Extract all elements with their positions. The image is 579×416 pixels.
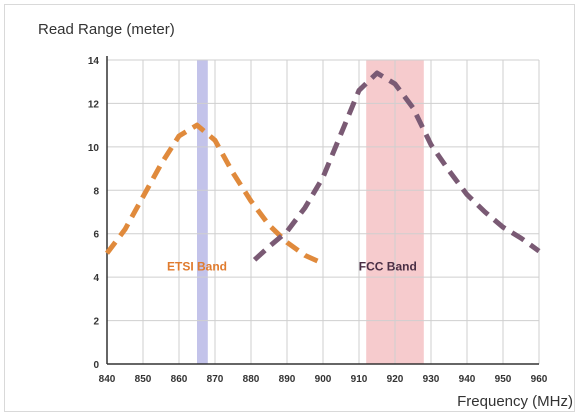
x-tick-label: 840: [99, 374, 116, 385]
grid-layer: [107, 59, 540, 364]
bands-layer: [197, 60, 424, 364]
x-tick-label: 910: [351, 374, 368, 385]
x-tick-label: 960: [531, 374, 548, 385]
y-tick-label: 4: [93, 273, 99, 284]
x-tick-label: 870: [207, 374, 224, 385]
x-tick-label: 860: [171, 374, 188, 385]
x-tick-label: 880: [243, 374, 260, 385]
x-tick-label: 950: [495, 374, 512, 385]
y-tick-label: 6: [93, 230, 99, 241]
y-tick-label: 10: [88, 143, 100, 154]
band-label-0: ETSI Band: [167, 260, 227, 274]
x-axis-title: Frequency (MHz): [457, 393, 573, 410]
x-tick-label: 900: [315, 374, 332, 385]
series-line-1: [252, 70, 541, 262]
x-tick-label: 890: [279, 374, 296, 385]
y-tick-label: 14: [88, 56, 100, 67]
y-tick-label: 8: [93, 186, 99, 197]
y-axis-title: Read Range (meter): [38, 21, 175, 38]
y-tick-label: 12: [88, 99, 100, 110]
y-tick-label: 0: [93, 360, 99, 371]
labels-layer: ETSI Band FCC Band: [167, 260, 417, 274]
series-line-0: [105, 122, 321, 265]
x-tick-label: 940: [459, 374, 476, 385]
y-tick-label: 2: [93, 317, 99, 328]
band-label-1: FCC Band: [359, 260, 417, 274]
x-tick-label: 850: [135, 374, 152, 385]
x-tick-label: 920: [387, 374, 404, 385]
band-0: [197, 60, 208, 364]
x-tick-label: 930: [423, 374, 440, 385]
axes-layer: 840 850 860 870 880 890 900 910 920 930 940 950 960 0…: [88, 56, 548, 385]
series-layer: [105, 70, 541, 265]
